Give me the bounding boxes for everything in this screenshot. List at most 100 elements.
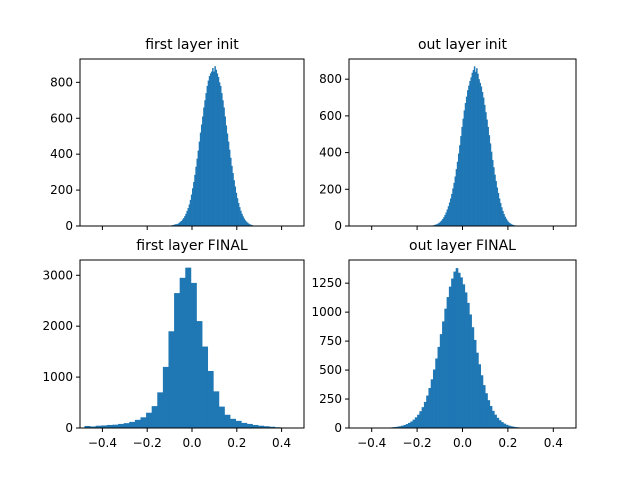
histogram-bar — [405, 424, 409, 428]
y-tick-label: 200 — [50, 183, 73, 197]
histogram-bar — [477, 73, 479, 227]
histogram-bar — [174, 293, 181, 428]
histogram-bar — [190, 282, 197, 428]
histogram-bar — [151, 406, 158, 428]
histogram-bar — [225, 125, 228, 226]
histogram-bar — [456, 161, 459, 226]
histogram-bar — [461, 126, 463, 226]
histogram-bar — [230, 418, 237, 428]
histogram-bar — [178, 222, 181, 226]
histogram-bar — [457, 153, 460, 226]
histogram-bar — [485, 393, 488, 428]
histogram-bar — [512, 426, 516, 428]
histogram-bar — [214, 66, 216, 227]
histogram-bar — [496, 187, 499, 226]
histogram-bar — [204, 100, 206, 226]
histogram-bar — [462, 118, 464, 226]
histogram-bar — [502, 210, 504, 226]
histogram-bar — [222, 100, 224, 226]
histogram-bar — [233, 180, 235, 226]
histogram-bar — [437, 346, 441, 428]
histogram-bar — [394, 426, 398, 428]
histogram-bar — [252, 424, 259, 428]
histogram-bar — [498, 198, 501, 226]
histogram-bar — [175, 224, 177, 226]
y-tick-label: 0 — [334, 219, 342, 233]
histogram-bar — [501, 422, 504, 428]
histogram-bar — [467, 90, 469, 226]
histogram-bar — [442, 321, 445, 428]
histogram-bar — [240, 210, 242, 226]
y-tick-label: 0 — [65, 219, 73, 233]
histogram-bar — [184, 216, 186, 226]
histogram-bar — [447, 206, 450, 226]
histogram-bar — [129, 421, 136, 428]
y-tick-label: 800 — [319, 72, 342, 86]
histogram-bar — [199, 132, 202, 226]
histogram-bar — [212, 67, 214, 226]
y-tick-label: 500 — [319, 363, 342, 377]
histogram-bar — [496, 417, 500, 428]
histogram-bar — [497, 192, 500, 226]
histogram-bar — [451, 278, 454, 428]
histogram-bar — [428, 388, 432, 428]
histogram-bar — [505, 218, 508, 226]
histogram-bar — [470, 77, 472, 226]
histogram-bar — [412, 419, 416, 428]
histogram-bar — [112, 424, 119, 428]
histogram-bar — [226, 133, 229, 226]
histogram-bar — [453, 182, 455, 226]
histogram-bar — [444, 308, 447, 428]
histogram-bar — [510, 426, 513, 428]
histogram-bar — [174, 224, 176, 226]
histogram-bar — [234, 186, 237, 226]
histogram-bar — [448, 286, 452, 428]
histogram-bar — [237, 203, 240, 226]
x-tick-label: 0.4 — [544, 436, 563, 450]
histogram-bar — [493, 167, 495, 226]
histogram-bar — [507, 425, 511, 428]
histogram-bar — [90, 426, 97, 428]
histogram-bar — [218, 406, 225, 428]
histogram-bar — [192, 188, 194, 226]
histogram-bar — [241, 422, 248, 428]
histogram-bar — [478, 364, 482, 428]
histogram-bar — [195, 166, 197, 226]
histogram-bar — [510, 223, 512, 226]
histogram-bar — [269, 426, 276, 428]
histogram-bar — [224, 116, 226, 226]
subplot-1: first layer init 0 200 400 600 800 — [50, 37, 305, 233]
histogram-bar — [194, 174, 196, 226]
subplot-title: first layer FINAL — [136, 238, 248, 254]
histogram-bar — [213, 71, 215, 226]
histogram-bar — [185, 213, 187, 226]
histogram-bar — [176, 224, 178, 226]
histogram-bar — [489, 143, 492, 226]
histogram-bar — [181, 219, 184, 226]
histogram-bar — [512, 224, 514, 226]
histogram-bar — [430, 379, 434, 428]
histogram-bar — [207, 370, 214, 428]
histogram-bar — [446, 297, 450, 428]
y-tick-label: 0 — [65, 421, 73, 435]
histogram-bar — [215, 69, 217, 227]
histogram-bar — [230, 157, 232, 226]
y-tick-label: 200 — [319, 182, 342, 196]
histogram-bar — [442, 219, 444, 226]
histogram-bar — [231, 165, 233, 226]
histogram-bar — [464, 292, 468, 428]
histogram-bar — [187, 208, 189, 226]
histogram-bar — [506, 220, 509, 226]
histogram-bar — [162, 366, 169, 428]
y-tick-label: 3000 — [42, 268, 73, 282]
histogram-bar — [423, 401, 427, 428]
histogram-bar — [439, 334, 443, 428]
histogram-bar — [503, 423, 506, 428]
histogram-bar — [206, 85, 209, 226]
histogram-bar — [499, 203, 502, 226]
histogram-bar — [123, 423, 130, 428]
y-tick-label: 1000 — [42, 370, 73, 384]
histogram-bar — [473, 66, 476, 226]
x-tick-label: −0.4 — [88, 436, 117, 450]
